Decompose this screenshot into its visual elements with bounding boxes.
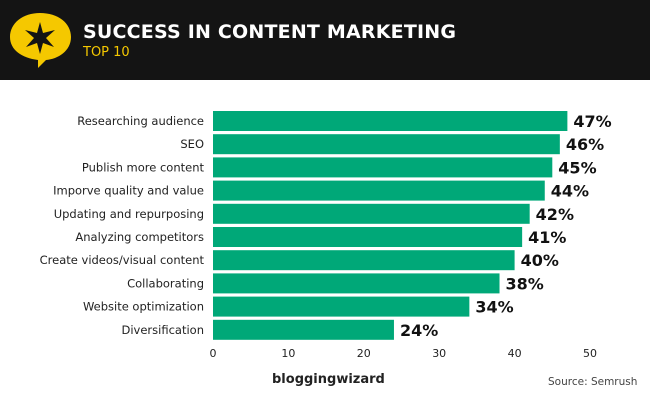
chart-subtitle: TOP 10 xyxy=(83,45,130,60)
x-tick-label: 10 xyxy=(281,347,295,360)
bar xyxy=(213,203,530,224)
value-label: 34% xyxy=(475,298,513,317)
bar xyxy=(213,273,500,294)
x-tick-label: 20 xyxy=(357,347,371,360)
bar xyxy=(213,250,515,271)
bar xyxy=(213,296,470,317)
category-label: Website optimization xyxy=(83,300,204,314)
category-label: Researching audience xyxy=(77,114,204,128)
x-tick-label: 50 xyxy=(583,347,597,360)
header: SUCCESS IN CONTENT MARKETING TOP 10 xyxy=(0,0,650,80)
category-label: Create videos/visual content xyxy=(40,253,205,267)
value-label: 45% xyxy=(558,158,596,177)
value-label: 46% xyxy=(566,135,604,154)
value-label: 24% xyxy=(400,321,438,340)
brand-logo: bloggingwizard xyxy=(272,372,385,387)
bar xyxy=(213,227,523,247)
category-label: SEO xyxy=(180,137,204,151)
bar xyxy=(213,134,560,155)
category-label: Collaborating xyxy=(127,276,204,290)
x-tick-label: 40 xyxy=(508,347,522,360)
bar xyxy=(213,157,553,178)
chart-title: SUCCESS IN CONTENT MARKETING xyxy=(83,21,457,43)
x-tick-label: 0 xyxy=(210,347,217,360)
category-label: Updating and repurposing xyxy=(54,207,204,221)
bar xyxy=(213,111,568,131)
value-label: 40% xyxy=(521,251,559,270)
x-tick-label: 30 xyxy=(432,347,446,360)
category-label: Analyzing competitors xyxy=(75,230,204,244)
value-label: 38% xyxy=(506,274,544,293)
category-label: Imporve quality and value xyxy=(53,184,204,198)
bar-chart: Researching audience 47% SEO 46% Publish mor… xyxy=(40,111,612,360)
value-label: 47% xyxy=(573,112,611,131)
value-label: 42% xyxy=(536,205,574,224)
value-label: 44% xyxy=(551,182,589,201)
bar xyxy=(213,180,545,201)
star-speech-bubble-icon xyxy=(10,13,71,68)
bar xyxy=(213,319,394,340)
value-label: 41% xyxy=(528,228,566,247)
source-note: Source: Semrush xyxy=(548,376,638,388)
category-label: Diversification xyxy=(122,323,205,337)
category-label: Publish more content xyxy=(82,160,205,174)
